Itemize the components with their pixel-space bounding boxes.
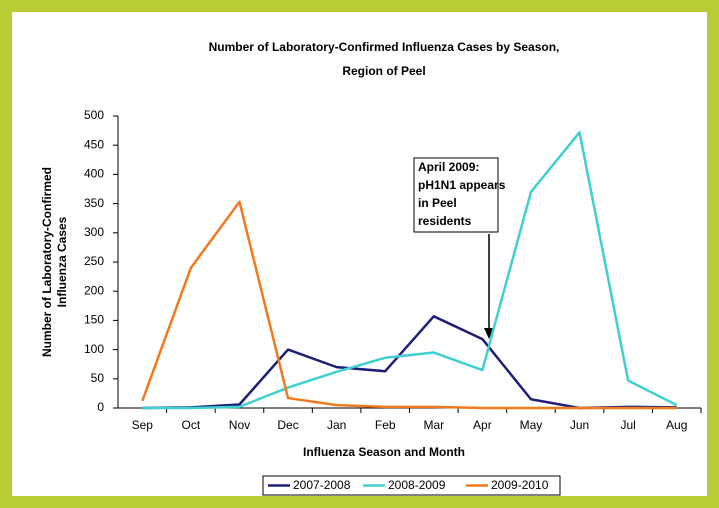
- x-tick-label: Sep: [132, 418, 154, 432]
- annotation-arrowhead: [484, 328, 494, 339]
- annotation: in Peel: [418, 196, 457, 210]
- y-tick-label: 250: [84, 254, 104, 268]
- y-tick-label: 300: [84, 225, 104, 239]
- x-tick-label: Dec: [277, 418, 298, 432]
- x-tick-label: Nov: [229, 418, 250, 432]
- x-axis-title: Influenza Season and Month: [303, 445, 465, 459]
- x-tick-label: Apr: [473, 418, 492, 432]
- y-tick-label: 400: [84, 167, 104, 181]
- y-tick-label: 200: [84, 283, 104, 297]
- x-tick-label: Aug: [666, 418, 687, 432]
- x-tick-label: Jan: [327, 418, 346, 432]
- x-tick-label: May: [520, 418, 543, 432]
- annotation: April 2009:: [418, 160, 479, 174]
- x-tick-label: Mar: [423, 418, 444, 432]
- x-tick-label: Feb: [375, 418, 396, 432]
- chart-area: [12, 12, 707, 496]
- chart-title: Region of Peel: [342, 64, 425, 78]
- y-tick-label: 100: [84, 342, 104, 356]
- series-line: [142, 131, 678, 410]
- legend-label: 2007-2008: [293, 478, 351, 492]
- y-axis-title: Influenza Cases: [55, 216, 69, 307]
- annotation-box: [413, 157, 499, 233]
- y-tick-label: 450: [84, 137, 104, 151]
- y-tick-label: 0: [97, 400, 104, 414]
- x-tick-label: Jul: [620, 418, 635, 432]
- y-axis-title: Number of Laboratory-Confirmed: [40, 167, 54, 357]
- x-tick-label: Jun: [570, 418, 589, 432]
- y-tick-label: 350: [84, 196, 104, 210]
- legend-label: 2008-2009: [388, 478, 446, 492]
- x-tick-label: Oct: [182, 418, 201, 432]
- y-tick-label: 50: [91, 371, 105, 385]
- series-line: [141, 200, 677, 410]
- y-tick-label: 150: [84, 313, 104, 327]
- annotation: residents: [418, 214, 472, 228]
- y-tick-label: 500: [84, 108, 104, 122]
- legend-label: 2009-2010: [491, 478, 549, 492]
- legend: [262, 475, 561, 496]
- annotation: pH1N1 appears: [418, 178, 506, 192]
- chart-title: Number of Laboratory-Confirmed Influenza…: [209, 40, 560, 54]
